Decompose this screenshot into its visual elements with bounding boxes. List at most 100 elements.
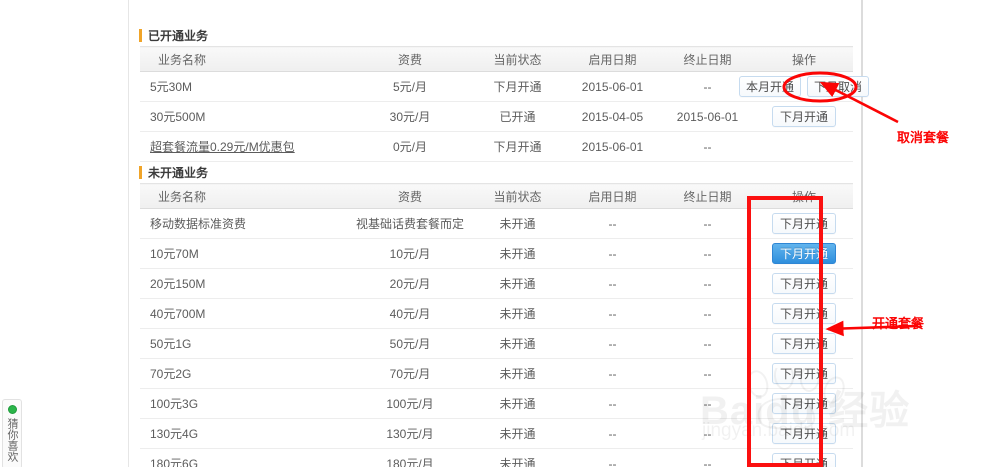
cell-service-name: 移动数据标准资费 [140,208,350,239]
cut-off-text-strip: ▫ ▫ ▫ ▫ ▫ ▫ ▫ ▫ ▫ [135,0,858,4]
cell-start-date: 2015-06-01 [565,71,660,102]
cell-fee: 70元/月 [350,358,470,389]
cell-action: 下月开通 [755,208,853,239]
inactive-table-body: 移动数据标准资费 视基础话费套餐而定 未开通 -- -- 下月开通 10元70M 10元/月未… [140,208,853,467]
cell-end-date: -- [660,208,755,239]
cell-action: 下月开通 [755,101,853,132]
cell-start-date: -- [565,238,660,269]
guess-you-like-widget[interactable]: 猜你喜欢 [2,399,22,467]
cell-end-date: -- [660,388,755,419]
table-row: 10元70M 10元/月 未开通 -- -- 下月开通 [140,238,853,269]
table-header-row: 业务名称 资费 当前状态 启用日期 终止日期 操作 [140,183,853,209]
col-header-end-date: 终止日期 [660,46,755,72]
cell-status: 未开通 [470,388,565,419]
service-name-text: 30元500M [150,110,206,124]
cell-action: 下月开通 [755,448,853,467]
cell-service-name: 5元30M [140,71,350,102]
cell-fee: 视基础话费套餐而定 [350,208,470,239]
cell-fee: 20元/月 [350,268,470,299]
col-header-status: 当前状态 [470,183,565,209]
cell-action [755,131,853,162]
panel-left-divider [128,0,129,467]
cell-start-date: 2015-04-05 [565,101,660,132]
cell-fee: 180元/月 [350,448,470,467]
cell-start-date: -- [565,208,660,239]
cell-start-date: -- [565,298,660,329]
table-row: 20元150M 20元/月 未开通 -- -- 下月开通 [140,268,853,299]
panel-right-divider [861,0,863,467]
cell-end-date: -- [660,298,755,329]
cell-service-name: 50元1G [140,328,350,359]
cell-end-date: 2015-06-01 [660,101,755,132]
action-button[interactable]: 本月开通 [739,76,801,97]
annotation-label-cancel: 取消套餐 [897,130,950,145]
cell-start-date: -- [565,388,660,419]
orange-bar-icon [139,165,142,179]
cell-service-name: 70元2G [140,358,350,389]
service-name-link[interactable]: 超套餐流量0.29元/M优惠包 [150,140,295,154]
cell-service-name: 40元700M [140,298,350,329]
cell-end-date: -- [660,418,755,449]
col-header-fee: 资费 [350,46,470,72]
cell-start-date: -- [565,418,660,449]
action-button[interactable]: 下月开通 [771,106,836,127]
cell-service-name: 130元4G [140,418,350,449]
cell-fee: 5元/月 [350,71,470,102]
cell-end-date: -- [660,268,755,299]
activated-services-table: 业务名称 资费 当前状态 启用日期 终止日期 操作 5元30M 5元/月 下月开通 2… [140,46,869,162]
table-row: 180元6G 180元/月 未开通 -- -- 下月开通 [140,448,853,467]
table-row: 移动数据标准资费 视基础话费套餐而定 未开通 -- -- 下月开通 [140,208,853,239]
cell-end-date: -- [660,448,755,467]
guess-you-like-label: 猜你喜欢 [6,418,18,462]
cell-status: 未开通 [470,418,565,449]
orange-bar-icon [139,28,142,42]
cell-status: 已开通 [470,101,565,132]
cell-status: 未开通 [470,448,565,467]
cell-fee: 40元/月 [350,298,470,329]
main-content-panel: ▫ ▫ ▫ ▫ ▫ ▫ ▫ ▫ ▫ 已开通业务 业务名称 资费 当前状态 [135,0,869,467]
page-left-gutter [0,0,125,467]
inactive-section-title: 未开通业务 [148,165,209,180]
table-row: 40元700M 40元/月 未开通 -- -- 下月开通 [140,298,853,329]
cell-fee: 0元/月 [350,131,470,162]
cell-status: 未开通 [470,208,565,239]
cell-service-name: 100元3G [140,388,350,419]
cell-status: 未开通 [470,298,565,329]
action-button-group: 下月开通 [755,102,853,131]
table-row: 30元500M 30元/月 已开通 2015-04-05 2015-06-01 下月开通 [140,101,853,132]
cell-end-date: -- [660,328,755,359]
col-header-start-date: 启用日期 [565,46,660,72]
annotation-label-activate: 开通套餐 [872,316,925,331]
activated-section-heading: 已开通业务 [139,26,208,44]
cell-service-name[interactable]: 超套餐流量0.29元/M优惠包 [140,131,350,162]
action-button-group [755,132,853,161]
col-header-fee: 资费 [350,183,470,209]
status-dot-icon [7,405,17,414]
cell-fee: 100元/月 [350,388,470,419]
table-row: 超套餐流量0.29元/M优惠包 0元/月 下月开通 2015-06-01 -- [140,131,853,162]
col-header-start-date: 启用日期 [565,183,660,209]
cell-status: 下月开通 [470,71,565,102]
cell-action: 本月开通 下月取消 [739,71,869,102]
cell-status: 未开通 [470,358,565,389]
cell-service-name: 30元500M [140,101,350,132]
service-name-text: 5元30M [150,80,193,94]
activated-section-title: 已开通业务 [148,28,209,43]
inactive-section-heading: 未开通业务 [139,163,208,181]
cell-start-date: 2015-06-01 [565,131,660,162]
col-header-name: 业务名称 [140,46,350,72]
action-button-group: 本月开通 下月取消 [739,72,869,101]
cell-start-date: -- [565,358,660,389]
cell-fee: 30元/月 [350,101,470,132]
cell-end-date: -- [660,238,755,269]
cell-start-date: -- [565,448,660,467]
table-header-row: 业务名称 资费 当前状态 启用日期 终止日期 操作 [140,46,853,72]
cell-status: 未开通 [470,268,565,299]
col-header-end-date: 终止日期 [660,183,755,209]
cell-start-date: -- [565,328,660,359]
action-button[interactable]: 下月取消 [807,76,869,97]
cell-end-date: -- [660,131,755,162]
cell-start-date: -- [565,268,660,299]
col-header-name: 业务名称 [140,183,350,209]
